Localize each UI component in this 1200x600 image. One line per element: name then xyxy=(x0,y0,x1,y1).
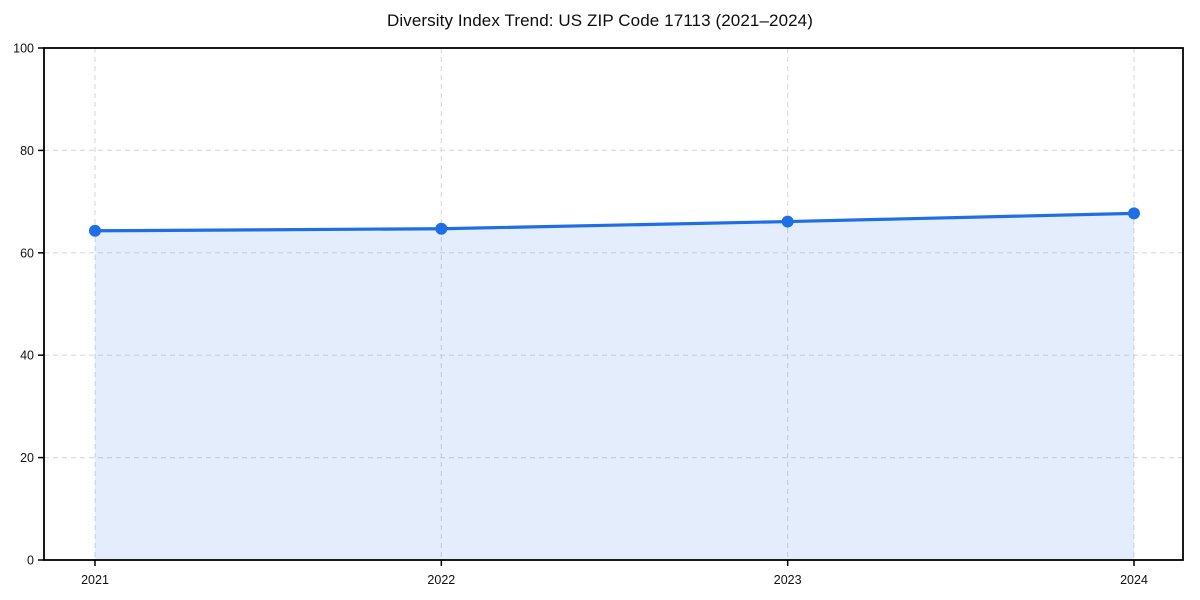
y-tick-label: 20 xyxy=(20,451,34,465)
trend-line xyxy=(93,211,1136,233)
plot-border xyxy=(43,47,1184,561)
y-tick-label: 0 xyxy=(27,554,34,568)
area-fill xyxy=(95,213,1134,560)
x-tick-label: 2022 xyxy=(427,573,455,587)
data-point xyxy=(781,215,794,228)
data-point xyxy=(89,224,101,237)
data-point xyxy=(1128,207,1140,220)
y-tick-label: 100 xyxy=(13,42,34,56)
y-tick-label: 40 xyxy=(20,349,34,363)
y-tick-label: 80 xyxy=(20,144,34,158)
data-point xyxy=(435,222,448,235)
x-tick-label: 2023 xyxy=(774,573,802,587)
chart-title: Diversity Index Trend: US ZIP Code 17113… xyxy=(386,11,814,30)
y-tick-label: 60 xyxy=(20,246,34,260)
x-tick-label: 2024 xyxy=(1120,573,1148,587)
x-tick-label: 2021 xyxy=(81,573,109,587)
